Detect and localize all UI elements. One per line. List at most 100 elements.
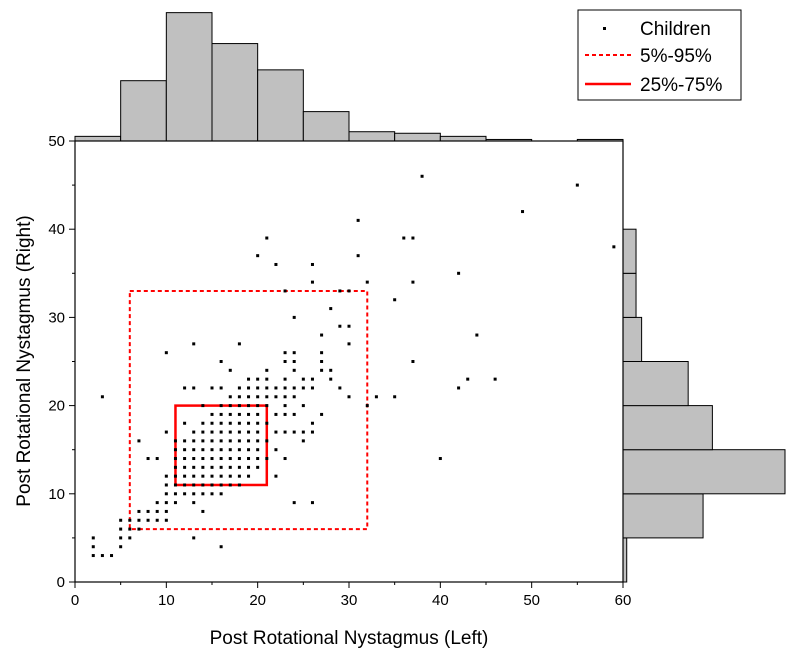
data-point [237,430,241,434]
data-point [237,439,241,443]
data-point [237,457,241,461]
data-point [265,236,269,240]
data-point [283,289,287,293]
data-point [192,492,196,496]
data-point [265,457,269,461]
data-point [247,448,251,452]
data-point [338,324,342,328]
data-point [402,236,406,240]
data-point [283,457,287,461]
data-point [164,492,168,496]
data-point [119,518,123,522]
data-point [219,483,223,487]
data-point [283,404,287,408]
data-point [183,483,187,487]
hist-y-bar [622,228,637,274]
data-point [192,448,196,452]
data-point [301,439,305,443]
data-point [265,386,269,390]
data-point [183,421,187,425]
data-point [329,368,333,372]
data-point [201,509,205,513]
data-point [256,254,260,258]
data-point [247,421,251,425]
data-point [310,501,314,505]
data-point [201,404,205,408]
data-point [201,439,205,443]
data-point [247,430,251,434]
data-point [201,483,205,487]
data-point [119,545,123,549]
data-point [347,324,351,328]
data-point [173,483,177,487]
data-point [164,430,168,434]
data-point [274,412,278,416]
data-point [183,448,187,452]
data-point [119,527,123,531]
data-point [237,395,241,399]
data-point [301,404,305,408]
data-point [219,439,223,443]
data-point [192,465,196,469]
data-point [347,342,351,346]
data-point [265,395,269,399]
data-point [192,474,196,478]
data-point [164,351,168,355]
data-point [228,448,232,452]
data-point [283,430,287,434]
data-point [283,395,287,399]
hist-y-bar [622,493,704,539]
data-point [256,404,260,408]
hist-x-bar [394,132,441,142]
data-point [173,457,177,461]
data-point [219,457,223,461]
data-point [292,351,296,355]
data-point [256,439,260,443]
data-point [228,474,232,478]
data-point [100,395,104,399]
axis-ticks: 0 10 20 30 40 50 60 0 10 20 30 40 50 [48,133,631,609]
data-point [457,271,461,275]
data-point [173,448,177,452]
data-point [347,395,351,399]
data-point [228,465,232,469]
legend-children-marker [603,27,606,30]
data-point [256,465,260,469]
data-point [265,404,269,408]
hist-x-bar [302,111,350,142]
data-point [365,280,369,284]
data-point [393,298,397,302]
data-point [247,465,251,469]
data-point [256,412,260,416]
data-point [310,377,314,381]
data-point [219,430,223,434]
data-point [201,448,205,452]
data-point [210,483,214,487]
data-point [183,439,187,443]
data-point [210,448,214,452]
data-point [173,492,177,496]
data-point [210,386,214,390]
data-point [210,439,214,443]
data-point [210,430,214,434]
data-point [237,465,241,469]
legend-5-95-label: 5%-95% [640,46,712,67]
y-axis-title: Post Rotational Nystagmus (Right) [14,215,35,506]
data-point [173,501,177,505]
data-point [164,518,168,522]
data-point [265,439,269,443]
x-tick-label: 30 [341,592,358,609]
data-point [256,448,260,452]
data-point [146,518,150,522]
data-point [210,421,214,425]
data-point [237,386,241,390]
y-tick-label: 0 [57,574,65,591]
data-point [256,377,260,381]
legend-25-75-label: 25%-75% [640,75,722,96]
data-point [219,448,223,452]
data-point [457,386,461,390]
y-tick-label: 20 [48,398,65,415]
data-point [137,527,141,531]
data-point [228,395,232,399]
